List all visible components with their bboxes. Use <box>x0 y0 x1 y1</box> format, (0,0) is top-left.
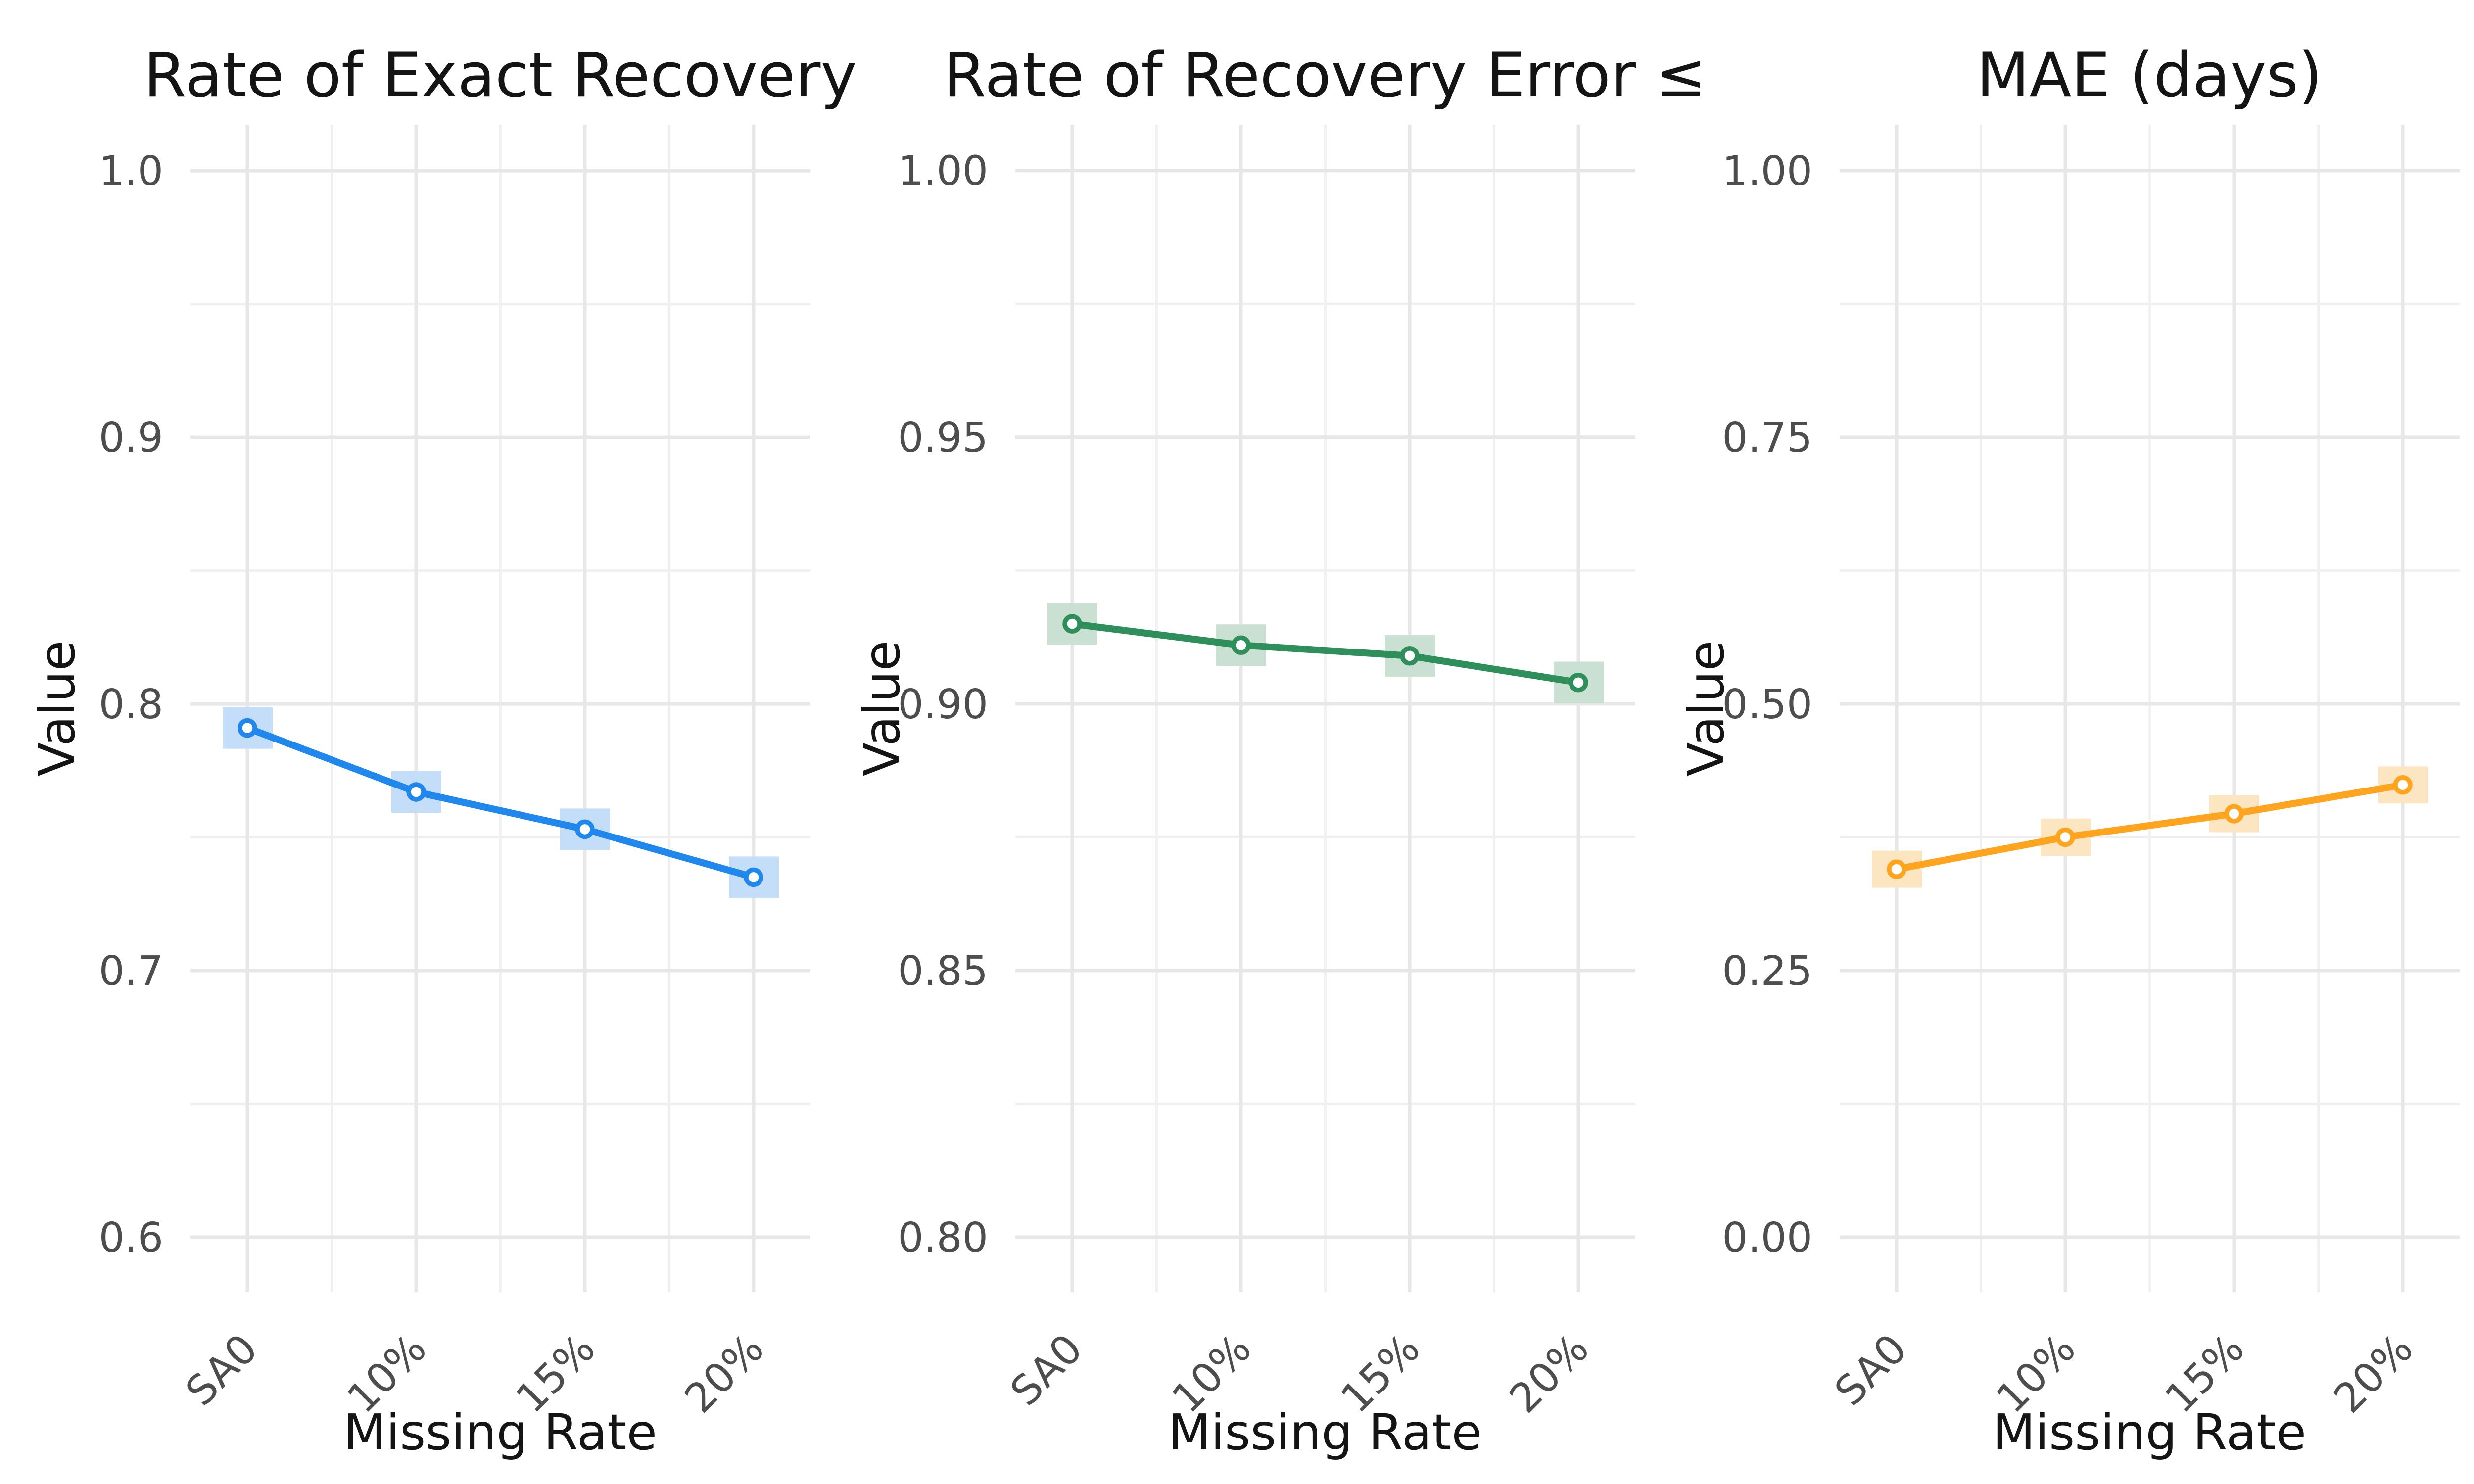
x-tick-label: SA0 <box>177 1325 267 1415</box>
chart-title: Rate of Exact Recovery <box>143 40 857 111</box>
chart-mae-days: 1.00 0.75 0.50 0.25 0.00 SA0 10% 15% 20% MAE (da… <box>1649 0 2474 1484</box>
data-point <box>1062 614 1082 634</box>
y-tick-label: 0.8 <box>99 681 163 728</box>
data-point <box>406 782 426 802</box>
data-point <box>1399 646 1420 666</box>
data-point <box>1887 859 1907 879</box>
data-point <box>744 867 763 887</box>
data-point <box>1568 672 1588 693</box>
y-tick-label: 0.50 <box>1722 681 1813 728</box>
chart-rate-of-exact-recovery: 1.0 0.9 0.8 0.7 0.6 SA0 10% 15% 20% Rate of Exac… <box>0 0 857 1484</box>
series-line <box>244 724 757 881</box>
y-tick-label: 0.80 <box>898 1214 988 1261</box>
x-tick-label: SA0 <box>1826 1325 1916 1415</box>
x-axis-label: Missing Rate <box>1168 1403 1482 1461</box>
data-point <box>575 819 595 839</box>
y-tick-label: 0.7 <box>99 948 163 995</box>
y-tick-label: 0.90 <box>898 681 988 728</box>
y-tick-label: 0.75 <box>1722 415 1813 462</box>
chart-title: MAE (days) <box>1977 40 2323 111</box>
y-axis-label: Value <box>28 641 86 777</box>
x-tick-label: 20% <box>1501 1325 1598 1422</box>
x-axis-label: Missing Rate <box>1993 1403 2306 1461</box>
y-tick-label: 1.0 <box>99 148 163 195</box>
y-tick-label: 0.6 <box>99 1214 163 1261</box>
y-tick-label: 0.25 <box>1722 948 1813 995</box>
data-point <box>1231 635 1251 655</box>
y-tick-label: 0.95 <box>898 415 988 462</box>
chart-title: Rate of Recovery Error ≤ <box>943 40 1707 111</box>
y-tick-label: 0.85 <box>898 948 988 995</box>
y-tick-label: 1.00 <box>898 148 988 195</box>
data-point <box>2224 804 2244 824</box>
data-point <box>238 718 257 738</box>
chart-rate-of-recovery-error: 1.00 0.95 0.90 0.85 0.80 SA0 10% 15% 20% Rate of… <box>825 0 1707 1484</box>
y-tick-label: 1.00 <box>1722 148 1813 195</box>
y-tick-label: 0.00 <box>1722 1214 1813 1261</box>
x-tick-label: SA0 <box>1001 1325 1092 1415</box>
y-axis-label: Value <box>1677 641 1735 777</box>
x-axis-label: Missing Rate <box>343 1403 657 1461</box>
y-axis-label: Value <box>853 641 911 777</box>
data-point <box>2055 827 2076 847</box>
x-tick-label: 20% <box>676 1325 773 1422</box>
x-tick-label: 20% <box>2325 1325 2422 1422</box>
y-tick-label: 0.9 <box>99 415 163 462</box>
series-line <box>1068 620 1582 686</box>
series-line <box>1893 781 2407 873</box>
data-point <box>2393 775 2413 795</box>
